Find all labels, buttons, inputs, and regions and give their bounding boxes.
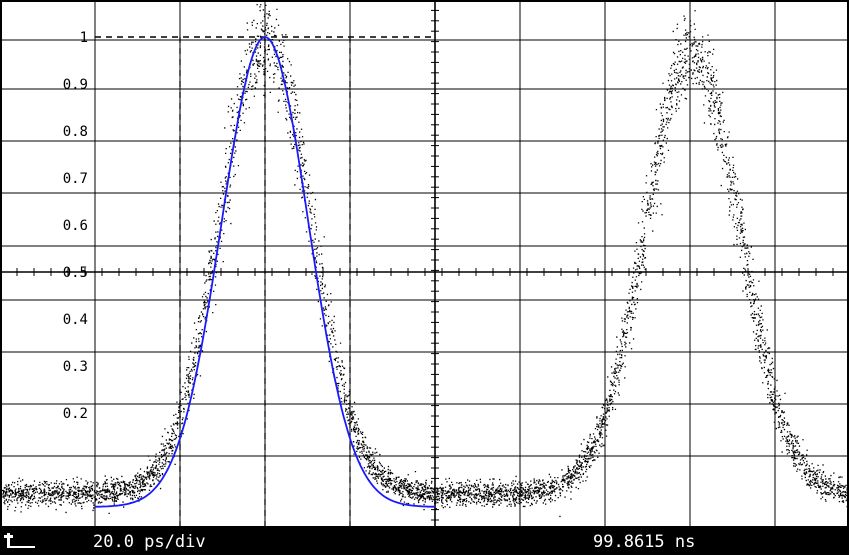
fit-curve-group xyxy=(94,36,436,508)
y-tick-label: 0.4 xyxy=(63,312,88,328)
scope-statusbar: 20.0 ps/div 99.8615 ns xyxy=(0,528,849,555)
y-tick-label: 0.7 xyxy=(63,171,88,187)
y-tick-label: 0.9 xyxy=(63,77,88,93)
fit-curve xyxy=(94,36,436,508)
y-tick-label: 0.2 xyxy=(63,406,88,422)
position-readout: 99.8615 ns xyxy=(593,532,696,552)
graticule-frame xyxy=(0,0,849,528)
sample-points xyxy=(1,4,849,518)
y-tick-label: 0.3 xyxy=(63,359,88,375)
y-tick-label: 1 xyxy=(80,30,88,46)
y-tick-label: 0.6 xyxy=(63,218,88,234)
timebase-readout: 20.0 ps/div xyxy=(93,532,206,552)
y-tick-label: 0.8 xyxy=(63,124,88,140)
waveform-plot: 1 0.9 0.8 0.7 0.6 0.5 0.4 0.3 0.2 xyxy=(0,0,849,528)
sample-dots xyxy=(1,4,849,518)
y-tick-label: 0.5 xyxy=(63,265,88,281)
y-tick-labels: 1 0.9 0.8 0.7 0.6 0.5 0.4 0.3 0.2 xyxy=(63,30,88,422)
trigger-marker-icon xyxy=(4,533,35,548)
graticule xyxy=(0,0,849,528)
oscilloscope-display: 1 0.9 0.8 0.7 0.6 0.5 0.4 0.3 0.2 xyxy=(0,0,849,528)
